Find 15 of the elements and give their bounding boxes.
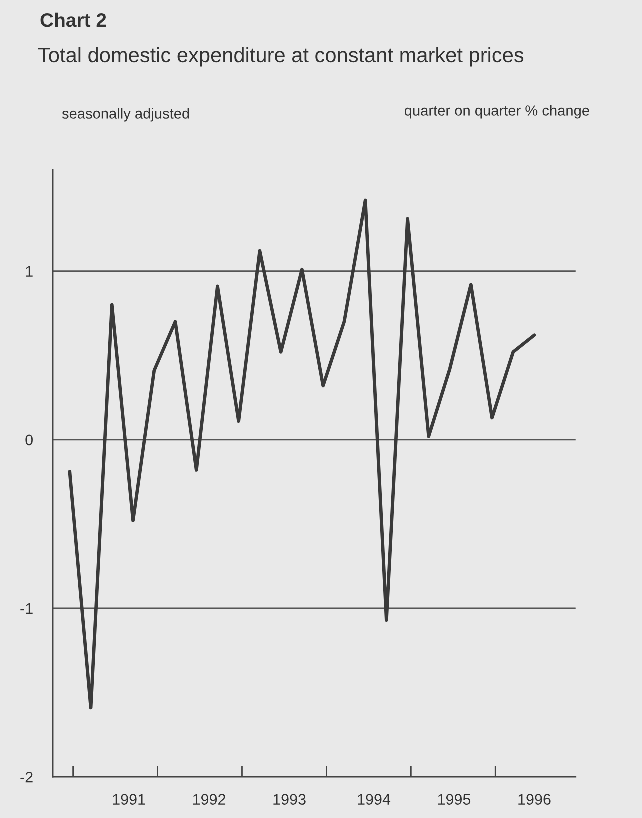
x-tick-label: 1995: [438, 794, 471, 805]
y-tick-label: 1: [26, 266, 33, 277]
x-tick-label: 1994: [358, 794, 391, 805]
x-tick-label: 1996: [518, 794, 551, 805]
y-tick-label: -2: [20, 772, 33, 783]
y-axis-title: quarter on quarter % change: [404, 105, 590, 119]
chart-subtitle: Total domestic expenditure at constant market prices: [38, 47, 524, 67]
chart-title: Chart 2: [40, 12, 106, 28]
x-tick-label: 1991: [113, 794, 146, 805]
x-tick-label: 1993: [274, 794, 306, 805]
y-tick-label: 0: [26, 434, 33, 446]
x-tick-label: 1992: [193, 794, 226, 805]
line-series: [68, 198, 536, 710]
text: seasonally adjusted: [62, 108, 190, 122]
y-tick-label: -1: [20, 604, 33, 614]
